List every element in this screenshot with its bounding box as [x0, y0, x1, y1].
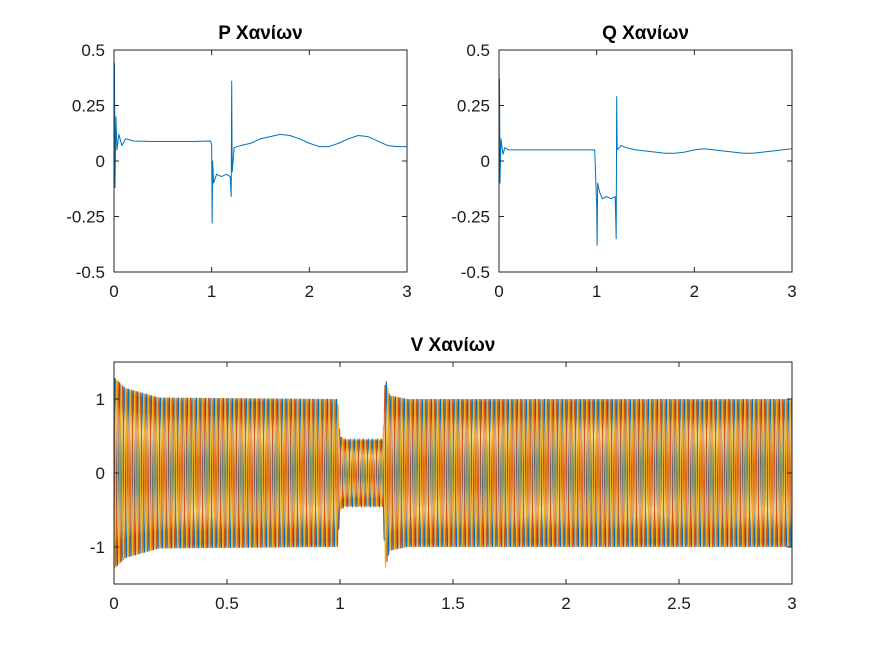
q-ytick-label: 0: [481, 152, 490, 171]
v-ytick-label: 0: [96, 464, 105, 483]
v-series-Vc: [114, 379, 792, 569]
p-ytick-label: 0.5: [81, 41, 105, 60]
v-series-Vb: [114, 380, 792, 568]
p-ytick-label: 0: [96, 152, 105, 171]
v-axes: V Χανίων 0 0.5 1 1.5 2 2.5 3 -1 0 1: [90, 335, 797, 613]
q-ytick-label: 0.5: [466, 41, 490, 60]
v-xtick-label: 2.5: [667, 594, 691, 613]
p-xtick-label: 3: [402, 282, 411, 301]
q-ytick-label: -0.25: [451, 208, 490, 227]
q-xtick-label: 0: [494, 282, 503, 301]
p-xtick-label: 0: [109, 282, 118, 301]
p-xtick-label: 1: [207, 282, 216, 301]
q-series-Q: [499, 78, 792, 246]
p-xtick-label: 2: [305, 282, 314, 301]
v-series-group: [114, 377, 792, 569]
p-ytick-label: -0.25: [66, 208, 105, 227]
q-ytick-label: 0.25: [457, 97, 490, 116]
v-xtick-label: 1: [335, 594, 344, 613]
p-ytick-label: 0.25: [72, 97, 105, 116]
v-xtick-label: 0.5: [215, 594, 239, 613]
p-series-P: [114, 62, 407, 224]
v-series-Va: [114, 377, 792, 566]
q-xtick-label: 2: [690, 282, 699, 301]
q-series-group: [499, 78, 792, 246]
v-chart-title: V Χανίων: [411, 335, 496, 356]
v-xtick-label: 0: [109, 594, 118, 613]
q-axes: Q Χανίων 0 1 2 3 -0.5 -0.25 0 0.25 0.5: [451, 23, 796, 301]
v-xtick-label: 3: [787, 594, 796, 613]
p-ytick-label: -0.5: [76, 263, 105, 282]
v-ytick-label: 1: [96, 390, 105, 409]
v-xtick-label: 2: [561, 594, 570, 613]
q-ytick-label: -0.5: [461, 263, 490, 282]
q-xtick-label: 1: [592, 282, 601, 301]
q-chart-title: Q Χανίων: [602, 23, 689, 44]
v-xtick-label: 1.5: [441, 594, 465, 613]
p-axes: P Χανίων 0 1 2 3 -0.5 -0.25 0 0.25 0.5: [66, 23, 411, 301]
q-xtick-label: 3: [787, 282, 796, 301]
p-series-group: [114, 62, 407, 224]
p-chart-title: P Χανίων: [218, 23, 302, 44]
q-plot-area: [499, 50, 792, 272]
p-plot-area: [114, 50, 407, 272]
v-ytick-label: -1: [90, 538, 105, 557]
